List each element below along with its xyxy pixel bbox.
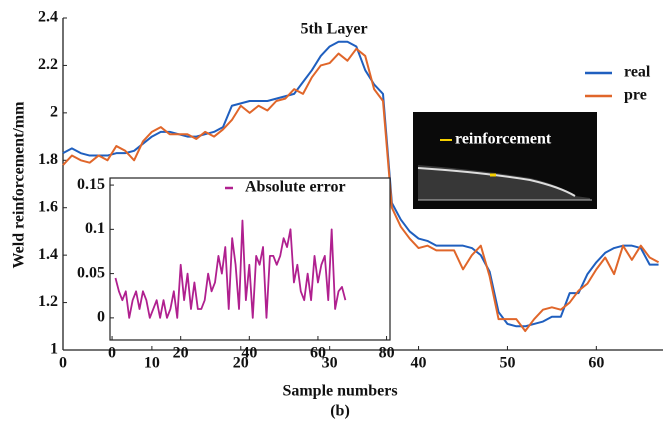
x-tick-label: 0 bbox=[108, 345, 116, 362]
caption: (b) bbox=[330, 403, 350, 420]
y-tick-label: 2 bbox=[50, 104, 58, 121]
legend-label: Absolute error bbox=[245, 179, 346, 196]
x-tick-label: 40 bbox=[411, 355, 427, 372]
y-tick-label: 0.15 bbox=[77, 176, 105, 193]
y-axis-label: Weld reinforcement/mm bbox=[11, 101, 28, 269]
y-tick-label: 1.4 bbox=[38, 246, 58, 263]
main-plot: 1 1.2 1.4 1.6 1.8 2 2.2 2.4 0 10 20 30 40 50 60 real pre bbox=[38, 9, 663, 372]
chart-title: 5th Layer bbox=[300, 21, 367, 38]
y-tick-label: 2.4 bbox=[38, 9, 58, 26]
legend-label: real bbox=[624, 64, 651, 81]
x-tick-label: 20 bbox=[233, 355, 249, 372]
series-line bbox=[114, 219, 347, 319]
y-tick-label: 1.6 bbox=[38, 198, 58, 215]
x-tick-label: 30 bbox=[322, 355, 338, 372]
x-tick-label: 60 bbox=[310, 345, 326, 362]
series-line bbox=[62, 40, 659, 328]
x-tick-label: 60 bbox=[588, 355, 604, 372]
y-tick-label: 1.8 bbox=[38, 151, 58, 168]
series-line bbox=[62, 47, 660, 333]
x-tick-label: 20 bbox=[173, 345, 189, 362]
x-tick-label: 10 bbox=[144, 355, 160, 372]
x-tick-label: 40 bbox=[241, 345, 257, 362]
y-tick-label: 0.1 bbox=[85, 220, 105, 237]
y-tick-label: 0.05 bbox=[77, 264, 105, 281]
x-tick-label: 50 bbox=[499, 355, 515, 372]
y-tick-label: 2.2 bbox=[38, 56, 58, 73]
inset-image: reinforcement bbox=[413, 112, 597, 209]
inset-plot: 0 0.05 0.1 0.15 0 20 40 60 80 Absolute error bbox=[77, 176, 395, 362]
y-tick-label: 1 bbox=[50, 341, 58, 358]
x-tick-label: 0 bbox=[59, 355, 67, 372]
x-tick-label: 80 bbox=[379, 345, 395, 362]
legend-label: pre bbox=[624, 87, 647, 104]
y-tick-label: 0 bbox=[97, 309, 105, 326]
annotation: reinforcement bbox=[455, 131, 552, 148]
x-axis-label: Sample numbers bbox=[282, 383, 397, 400]
y-tick-label: 1.2 bbox=[38, 293, 58, 310]
